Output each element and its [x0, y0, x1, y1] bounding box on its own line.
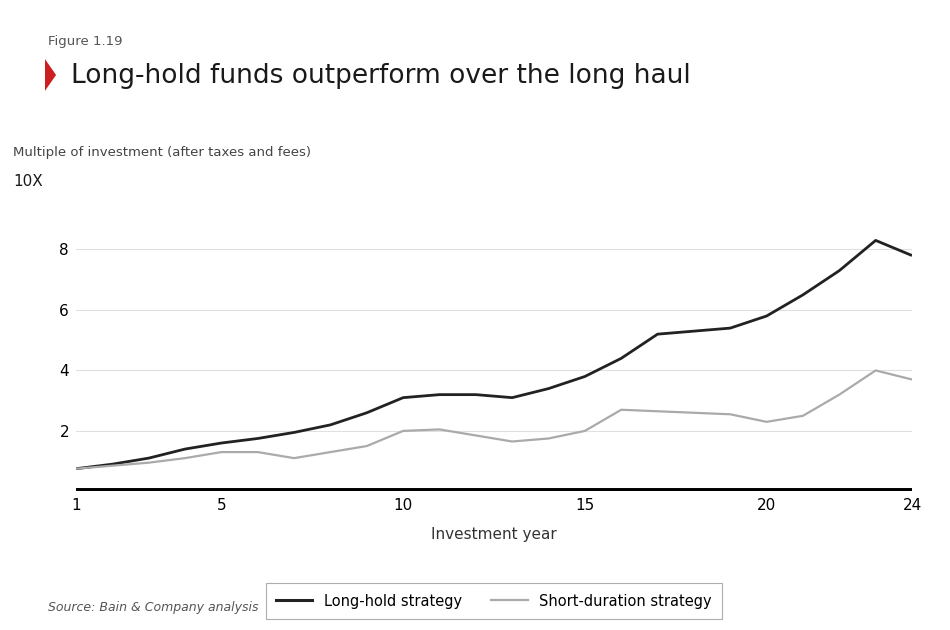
Text: Figure 1.19: Figure 1.19 [48, 35, 122, 48]
Text: Long-hold funds outperform over the long haul: Long-hold funds outperform over the long… [71, 63, 691, 89]
Text: 10X: 10X [13, 174, 43, 189]
Text: Source: Bain & Company analysis: Source: Bain & Company analysis [48, 601, 258, 614]
X-axis label: Investment year: Investment year [431, 527, 557, 542]
Legend: Long-hold strategy, Short-duration strategy: Long-hold strategy, Short-duration strat… [266, 583, 722, 619]
Polygon shape [45, 59, 56, 91]
Text: Multiple of investment (after taxes and fees): Multiple of investment (after taxes and … [13, 146, 312, 159]
